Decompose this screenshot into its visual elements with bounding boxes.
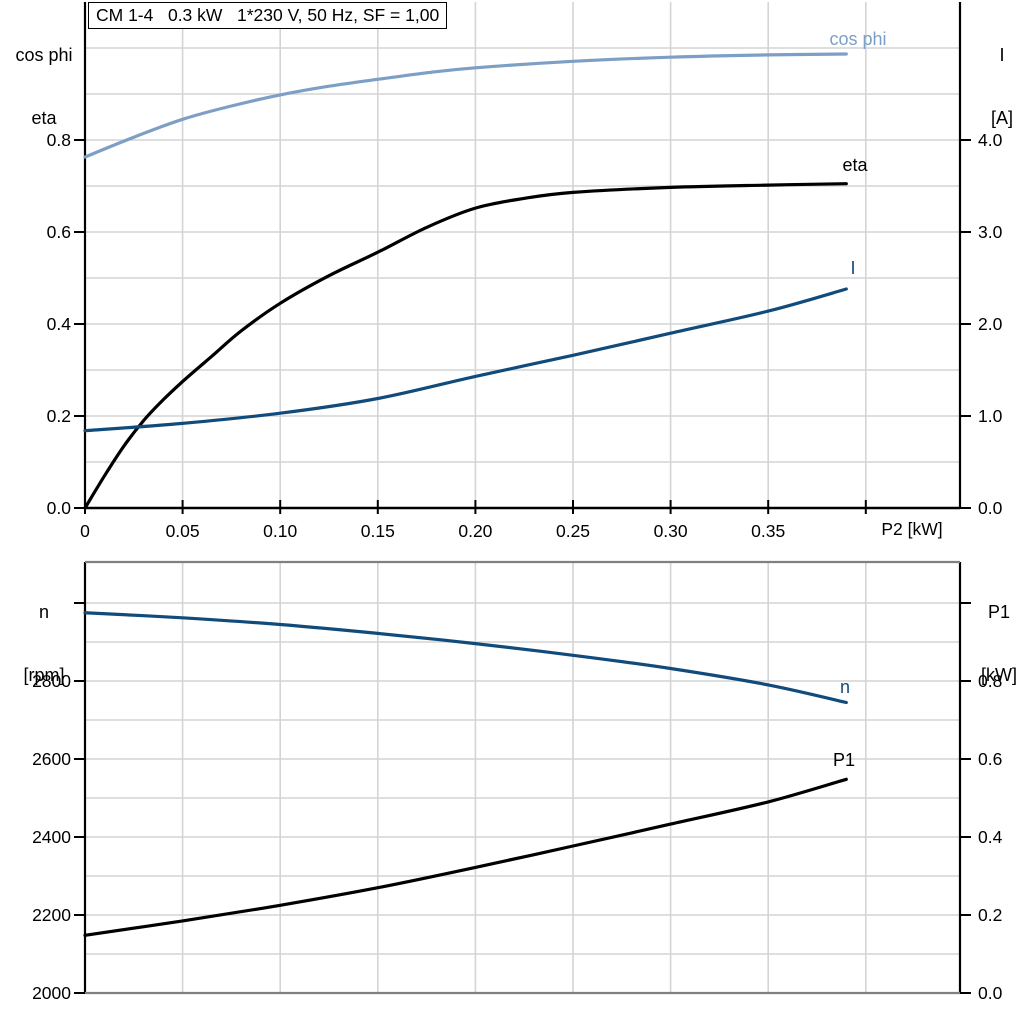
x-tick-label: 0.10 [263,521,297,541]
x-tick-label: 0.25 [556,521,590,541]
axis-title-ampere-unit: [A] [990,108,1013,128]
y-right-tick-label: 0.4 [978,827,1003,847]
y-left-tick-label: 0.8 [47,130,71,150]
axis-title-kw-unit: [kW] [981,665,1017,685]
y-left-tick-label: 0.2 [47,406,71,426]
curve-label-cos-phi: cos phi [829,29,887,49]
y-right-tick-label: 0.2 [978,905,1002,925]
axis-title-I: I [999,45,1005,65]
curve-label-speed: n [839,677,850,697]
y-right-tick-label: 0.0 [978,983,1003,1003]
axis-title-cos-phi: cos phi [15,45,73,65]
y-right-tick-label: 0.6 [978,749,1002,769]
axis-title-eta: eta [31,108,57,128]
axis-title-rpm-unit: [rpm] [23,665,65,685]
x-axis-title-p2: P2 [kW] [881,519,943,539]
right-axis-title-current: I [A] [982,3,1022,150]
top-chart: 0.0 0.2 0.4 0.6 0.8 0.0 1.0 2.0 3.0 4.0 0 0.05 0.10 0… [47,2,1003,541]
y-right-tick-label: 3.0 [978,222,1003,242]
y-left-tick-label: 0.4 [47,314,72,334]
curve-p1 [83,777,848,937]
x-tick-label: 0.20 [458,521,492,541]
right-axis-title-p1: P1 [kW] [976,560,1022,707]
y-left-tick-label: 0.6 [47,222,71,242]
y-right-tick-label: 0.0 [978,498,1003,518]
x-tick-label: 0 [80,521,90,541]
curve-cos-phi [83,52,848,159]
y-left-tick-label: 2200 [32,905,71,925]
y-right-tick-label: 1.0 [978,406,1003,426]
gridlines [85,562,960,993]
left-axis-title-speed: n [rpm] [4,560,84,707]
curve-eta [83,182,848,510]
y-left-tick-label: 2000 [32,983,71,1003]
y-left-tick-label: 0.0 [47,498,72,518]
chart-title-box: CM 1-4 0.3 kW 1*230 V, 50 Hz, SF = 1,00 [88,2,448,29]
x-tick-label: 0.15 [361,521,395,541]
x-tick-label: 0.35 [751,521,785,541]
x-tick-label: 0.30 [654,521,688,541]
y-left-tick-label: 2400 [32,827,71,847]
curve-label-current: I [850,258,856,278]
curve-label-p1: P1 [832,750,856,770]
y-left-tick-label: 2800 [32,671,71,691]
y-right-tick-label: 4.0 [978,130,1003,150]
curve-n [83,611,848,705]
x-tick-label: 0.05 [166,521,200,541]
y-right-tick-label: 2.0 [978,314,1003,334]
y-right-tick-label: 0.8 [978,671,1002,691]
y-left-tick-label: 2600 [32,749,71,769]
curve-i [83,287,848,433]
axis-title-n: n [38,602,49,622]
gridlines [85,2,960,508]
left-axis-title-cosphi-eta: cos phi eta [4,3,84,150]
curve-label-eta: eta [842,155,868,175]
bottom-chart: 2000 2200 2400 2600 2800 0.0 0.2 0.4 0.6 0.8 [32,560,1003,1003]
axis-title-P1: P1 [987,602,1011,622]
